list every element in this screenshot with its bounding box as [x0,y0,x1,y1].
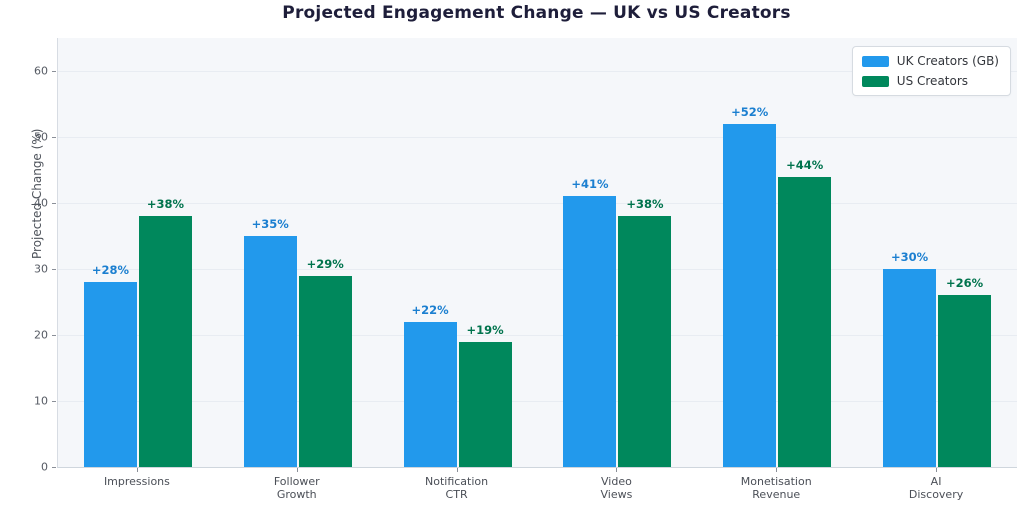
bar-uk-creators-gb-follower-growth [243,236,297,467]
legend-item-uk-creators-gb: UK Creators (GB) [861,54,999,68]
bar-uk-creators-gb-monetisation-revenue [723,123,777,467]
bar-value-label-us-creators-impressions: +38% [146,197,184,212]
y-tick-label-0: 0 [41,460,48,474]
chart-title: Projected Engagement Change — UK vs US C… [282,3,791,23]
x-category-label-line: AI [930,475,942,488]
x-category-label-ai-discovery: AI Discovery [856,475,1016,501]
x-category-label-line: Growth [276,488,317,501]
y-tick-label-40: 40 [34,196,48,210]
x-category-label-follower-growth: Follower Growth [217,475,377,501]
gridline-30 [58,269,1017,270]
x-category-label-impressions: Impressions [57,475,217,488]
bar-uk-creators-gb-ai-discovery [883,269,937,467]
bar-us-creators-monetisation-revenue [778,176,832,467]
bar-value-label-us-creators-ai-discovery: +26% [945,276,984,291]
x-category-label-line: Revenue [752,488,801,501]
gridline-10 [58,401,1017,402]
bar-uk-creators-gb-notification-ctr [403,321,457,467]
gridline-40 [58,203,1017,204]
gridline-50 [58,137,1017,138]
y-tick-mark-20 [52,335,56,336]
y-tick-mark-60 [52,71,56,72]
y-tick-label-60: 60 [34,64,48,78]
bar-us-creators-follower-growth [298,275,352,467]
bar-group-follower-growth: +35% +29% [218,38,378,467]
x-tick-mark-monetisation-revenue [776,468,778,472]
legend-swatch-icon [861,75,889,87]
x-tick-mark-ai-discovery [936,468,938,472]
bar-value-label-us-creators-follower-growth: +29% [306,256,344,271]
bar-value-label-uk-creators-gb-monetisation-revenue: +52% [731,104,769,119]
bar-group-ai-discovery: +30% +26% [857,38,1017,467]
y-tick-label-20: 20 [34,328,48,342]
bar-value-label-uk-creators-gb-ai-discovery: +30% [890,250,929,264]
x-category-label-line: Video [601,475,632,488]
legend-item-us-creators: US Creators [861,74,999,88]
bar-group-video-views: +41% +38% [538,38,698,467]
x-tick-mark-video-views [616,468,618,472]
bar-group-impressions: +28% +38% [58,38,218,467]
y-tick-label-30: 30 [34,262,48,276]
x-tick-mark-notification-ctr [456,468,458,472]
x-tick-mark-impressions [136,468,138,472]
y-tick-label-50: 50 [34,130,48,144]
x-category-label-line: CTR [445,488,468,501]
y-tick-mark-10 [52,401,56,402]
bar-value-label-us-creators-video-views: +38% [626,197,664,212]
bar-group-notification-ctr: +22% +19% [378,38,538,467]
y-tick-label-10: 10 [34,394,48,408]
x-category-label-monetisation-revenue: Monetisation Revenue [696,475,856,501]
legend: UK Creators (GB) US Creators [851,46,1011,96]
bar-uk-creators-gb-impressions [83,282,137,467]
bar-us-creators-notification-ctr [458,341,512,467]
y-tick-mark-30 [52,269,56,270]
y-tick-mark-0 [52,467,56,468]
bar-value-label-uk-creators-gb-video-views: +41% [571,177,609,192]
x-category-label-line: Views [600,488,633,501]
x-category-label-notification-ctr: Notification CTR [377,475,537,501]
gridline-60 [58,71,1017,72]
x-tick-mark-follower-growth [296,468,298,472]
bar-us-creators-impressions [138,216,192,467]
bar-value-label-uk-creators-gb-follower-growth: +35% [251,217,289,231]
gridline-20 [58,335,1017,336]
x-category-label-video-views: Video Views [537,475,697,501]
y-axis-title: Projected Change (%) [30,128,45,259]
bar-uk-creators-gb-video-views [563,196,617,467]
bar-us-creators-ai-discovery [938,295,992,467]
x-category-label-line: Follower [273,475,320,488]
plot-area: +28% +38% +35% +29% +22% +19% +41% +38% +52% +44%… [57,38,1017,468]
bar-value-label-us-creators-monetisation-revenue: +44% [786,157,824,172]
bar-value-label-uk-creators-gb-impressions: +28% [91,263,129,278]
x-category-label-line: Monetisation [740,475,812,488]
x-category-label-line: Impressions [103,475,170,488]
x-category-label-line: Discovery [908,488,964,501]
bar-value-label-us-creators-notification-ctr: +19% [466,322,504,337]
y-tick-mark-50 [52,137,56,138]
bar-value-label-uk-creators-gb-notification-ctr: +22% [411,302,449,317]
legend-swatch-icon [861,55,889,67]
bar-group-monetisation-revenue: +52% +44% [697,38,857,467]
legend-label: UK Creators (GB) [896,54,999,68]
legend-label: US Creators [896,74,969,88]
bar-us-creators-video-views [618,216,672,467]
y-tick-mark-40 [52,203,56,204]
x-category-label-line: Notification [425,475,489,488]
